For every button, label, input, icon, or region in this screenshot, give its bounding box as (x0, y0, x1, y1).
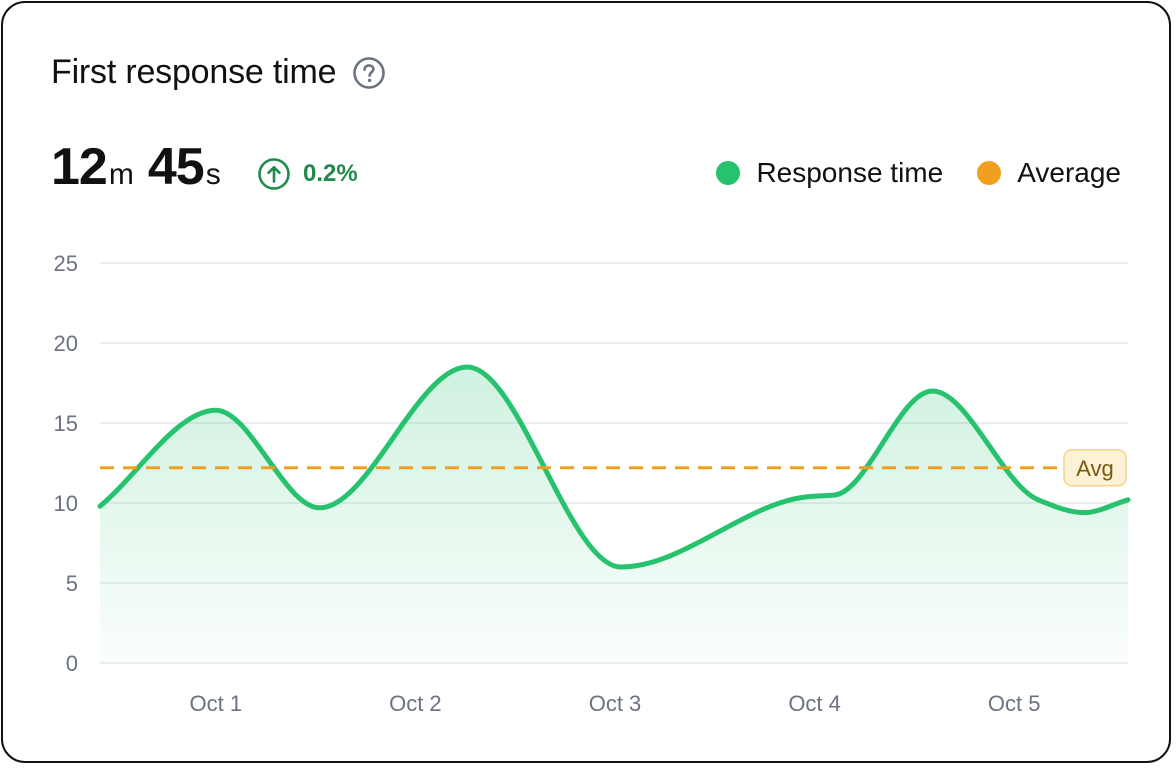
metric-seconds: 45 (147, 138, 205, 196)
legend-item-average[interactable]: Average (977, 157, 1121, 189)
x-tick-label: Oct 4 (788, 691, 841, 716)
y-tick-label: 5 (66, 571, 78, 596)
y-tick-label: 20 (54, 331, 78, 356)
x-tick-label: Oct 1 (189, 691, 242, 716)
legend-dot-average (977, 161, 1002, 185)
legend-label: Average (1017, 157, 1121, 188)
y-tick-label: 15 (54, 411, 78, 436)
legend-item-response-time[interactable]: Response time (716, 157, 943, 189)
y-tick-label: 25 (54, 251, 78, 276)
metric-minutes-unit: m (108, 158, 134, 191)
series-area (100, 367, 1128, 663)
x-axis: Oct 1 Oct 2 Oct 3 Oct 4 Oct 5 (189, 691, 1040, 716)
y-tick-label: 10 (54, 491, 78, 516)
x-tick-label: Oct 5 (988, 691, 1041, 716)
question-circle-icon[interactable] (352, 56, 386, 90)
metric-minutes: 12 (51, 138, 108, 196)
legend-dot-response-time (716, 161, 741, 185)
legend-label: Response time (756, 157, 944, 188)
average-badge-label: Avg (1076, 456, 1114, 481)
average-badge-box (1063, 449, 1127, 487)
x-tick-label: Oct 3 (589, 691, 642, 716)
y-tick-label: 0 (66, 651, 78, 676)
change-badge: 0.2% (257, 157, 358, 191)
series-line-response-time (97, 364, 1131, 570)
change-value: 0.2% (303, 160, 358, 187)
metric-seconds-unit: s (205, 158, 221, 191)
title-row: First response time (51, 53, 386, 92)
metric-value: 12 m 45 s (51, 137, 245, 197)
average-badge: Avg (1063, 449, 1127, 487)
chart-title: First response time (51, 53, 337, 91)
y-axis: 0 5 10 15 20 25 (54, 251, 78, 676)
arrow-up-circle-icon (258, 158, 290, 190)
legend: Response time Average (682, 157, 1121, 189)
x-tick-label: Oct 2 (389, 691, 442, 716)
